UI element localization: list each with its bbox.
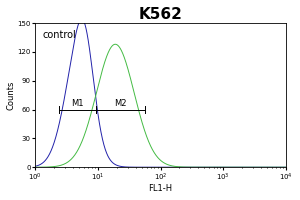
Y-axis label: Counts: Counts [7,80,16,110]
Text: M1: M1 [71,99,84,108]
X-axis label: FL1-H: FL1-H [148,184,172,193]
Text: control: control [42,30,76,40]
Text: M2: M2 [114,99,127,108]
Title: K562: K562 [139,7,182,22]
